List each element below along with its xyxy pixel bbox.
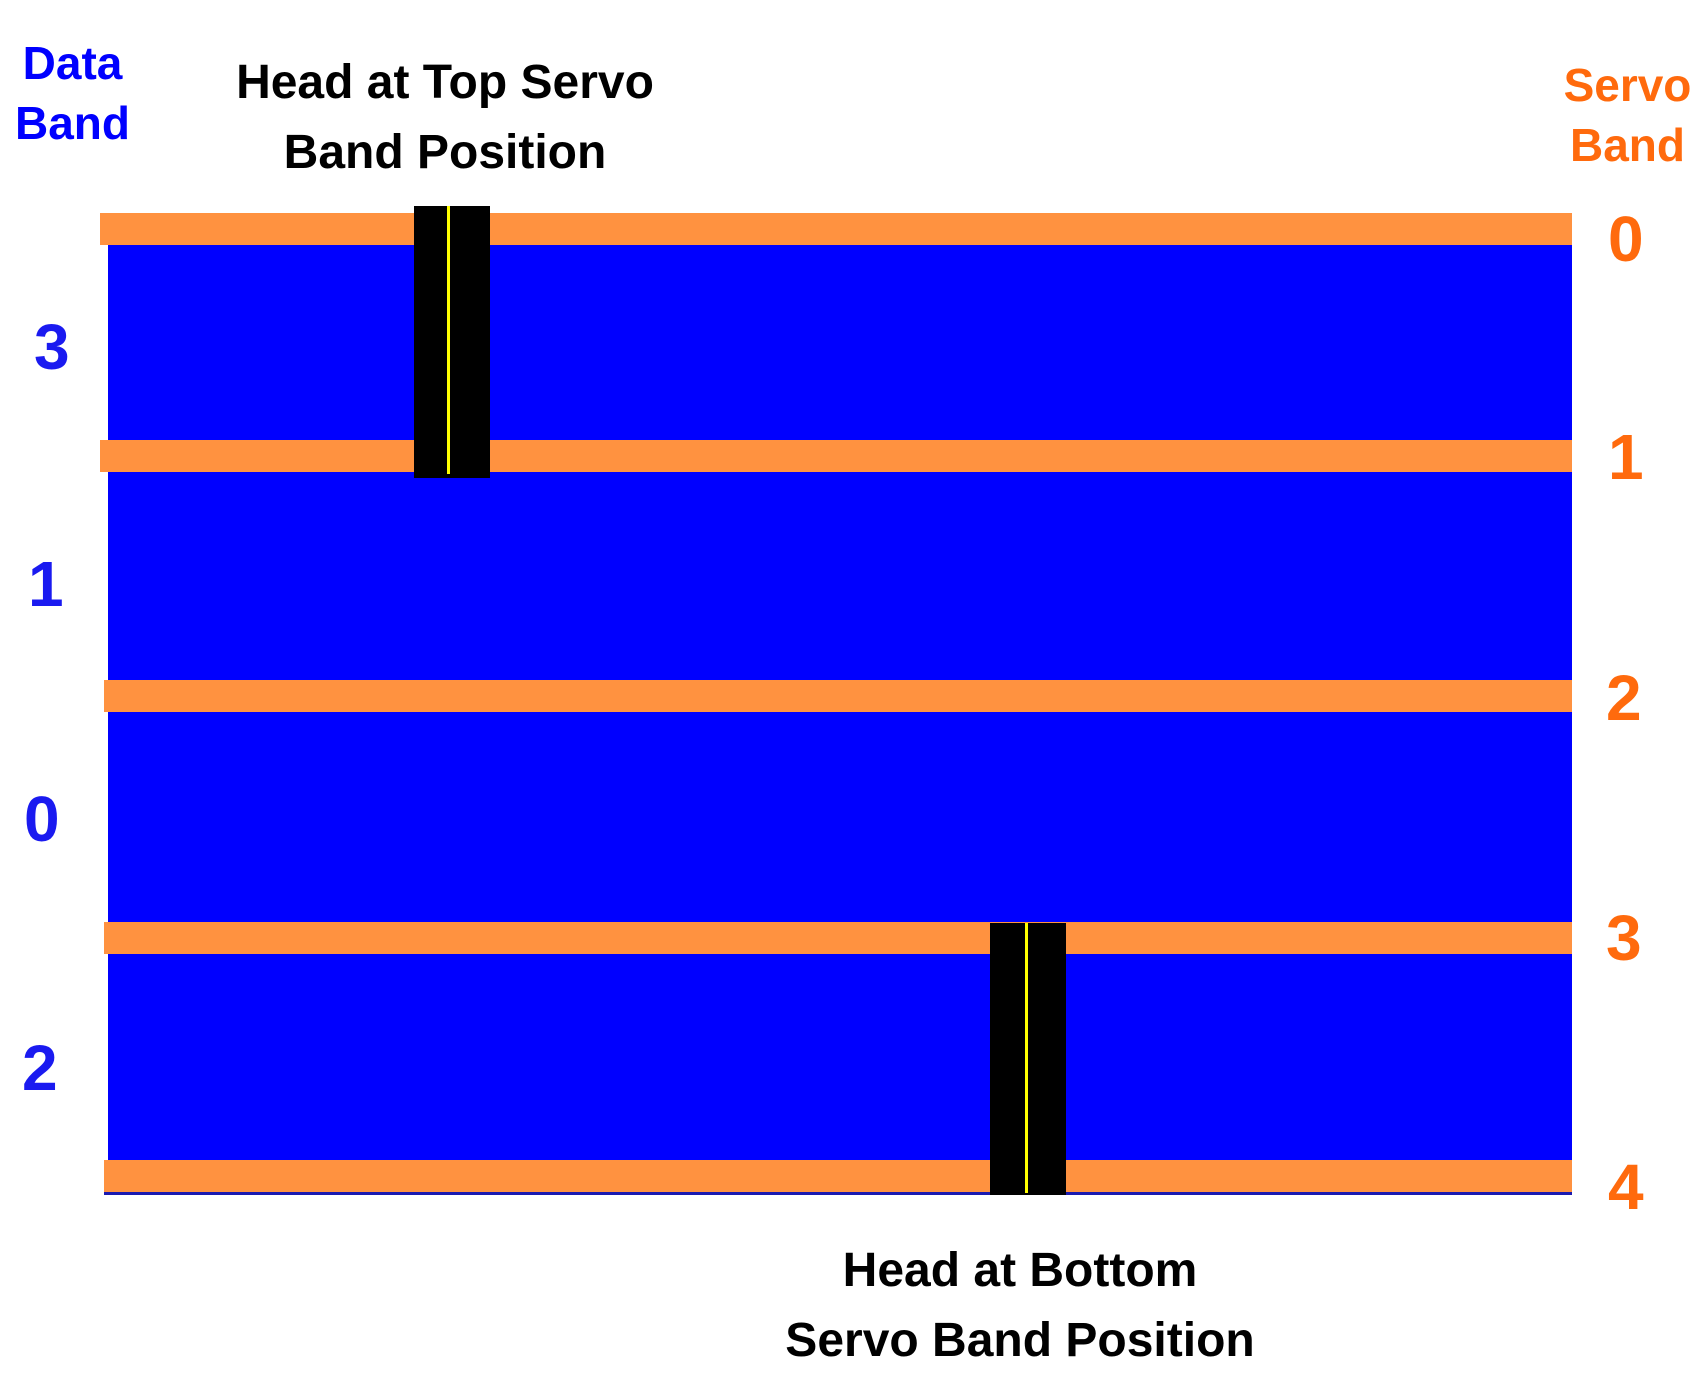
servo-band-header-line1: Servo (1563, 59, 1692, 111)
servo-band-2 (104, 680, 1572, 712)
bottom-head-caption-line1: Head at Bottom (842, 1244, 1198, 1297)
servo-band-4 (104, 1160, 1572, 1192)
servo-band-header: Servo Band (1555, 62, 1700, 168)
servo-band-0 (100, 213, 1572, 245)
servo-band-label-2: 2 (1606, 662, 1642, 734)
data-band-2 (108, 952, 1572, 1170)
head-bottom-position (990, 923, 1066, 1195)
data-band-label-0: 0 (24, 783, 60, 855)
data-band-header-line2: Band (15, 97, 130, 149)
data-band-label-3: 3 (34, 311, 70, 383)
servo-band-header-line2: Band (1570, 119, 1685, 171)
bottom-head-caption-line2: Servo Band Position (785, 1314, 1255, 1367)
servo-band-label-1: 1 (1608, 421, 1644, 493)
data-band-3 (108, 230, 1572, 445)
data-band-header: Data Band (0, 40, 145, 146)
tape-baseline (104, 1192, 1572, 1195)
head-bottom-read-line (1025, 923, 1028, 1193)
data-band-header-line1: Data (22, 37, 123, 89)
top-head-caption: Head at Top Servo Band Position (200, 48, 690, 188)
head-top-position (414, 206, 490, 478)
servo-band-3 (104, 922, 1572, 954)
data-band-1 (108, 468, 1572, 686)
servo-band-label-3: 3 (1606, 902, 1642, 974)
servo-band-label-0: 0 (1608, 203, 1644, 275)
data-band-0 (108, 710, 1572, 928)
top-head-caption-line1: Head at Top Servo (236, 56, 654, 109)
data-band-label-2: 2 (22, 1032, 58, 1104)
top-head-caption-line2: Band Position (283, 126, 607, 179)
data-band-label-1: 1 (28, 548, 64, 620)
bottom-head-caption: Head at Bottom Servo Band Position (760, 1236, 1280, 1376)
servo-band-label-4: 4 (1608, 1151, 1644, 1223)
head-top-read-line (447, 206, 450, 474)
servo-band-1 (100, 440, 1572, 472)
